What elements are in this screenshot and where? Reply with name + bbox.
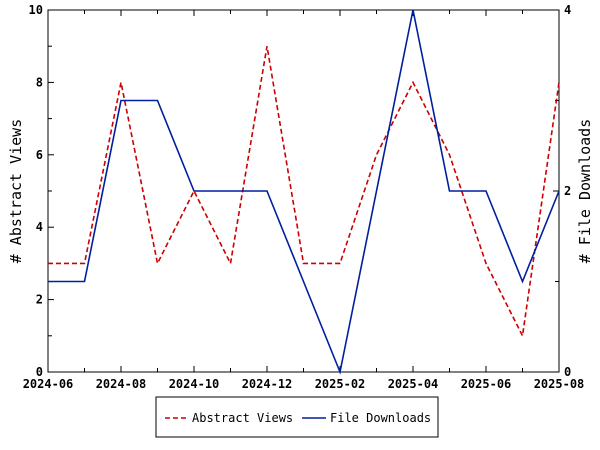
y-left-tick-label: 4 — [36, 220, 43, 234]
x-tick-label: 2025-06 — [461, 377, 512, 391]
x-tick-label: 2024-06 — [23, 377, 74, 391]
series-line-abstract-views — [48, 46, 560, 339]
ticks-layer: 2024-06 2024-08 2024-10 2024-12 2025-02 2025-… — [23, 3, 585, 391]
legend: Abstract Views File Downloads — [155, 396, 439, 438]
legend-label-abstract-views: Abstract Views — [192, 411, 293, 425]
y-left-tick-label: 2 — [36, 293, 43, 307]
x-tick-label: 2024-12 — [242, 377, 293, 391]
x-tick-label: 2025-02 — [315, 377, 366, 391]
labels-layer: # Abstract Views # File Downloads — [7, 119, 594, 264]
y-right-tick-label: 4 — [564, 3, 571, 17]
x-tick-label: 2024-10 — [169, 377, 220, 391]
legend-label-file-downloads: File Downloads — [330, 411, 431, 425]
x-tick-label: 2024-08 — [96, 377, 147, 391]
y-right-tick-label: 2 — [564, 184, 571, 198]
y-right-axis-title: # File Downloads — [576, 119, 594, 264]
y-left-tick-label: 8 — [36, 75, 43, 89]
series-line-file-downloads — [48, 9, 560, 375]
y-left-tick-label: 0 — [36, 365, 43, 379]
x-tick-label: 2025-08 — [534, 377, 585, 391]
y-left-axis-title: # Abstract Views — [7, 119, 25, 264]
y-left-tick-label: 10 — [29, 3, 43, 17]
legend-box — [155, 396, 439, 438]
y-left-tick-label: 6 — [36, 148, 43, 162]
x-tick-label: 2025-04 — [388, 377, 439, 391]
series-layer — [48, 9, 560, 375]
y-right-tick-label: 0 — [564, 365, 571, 379]
